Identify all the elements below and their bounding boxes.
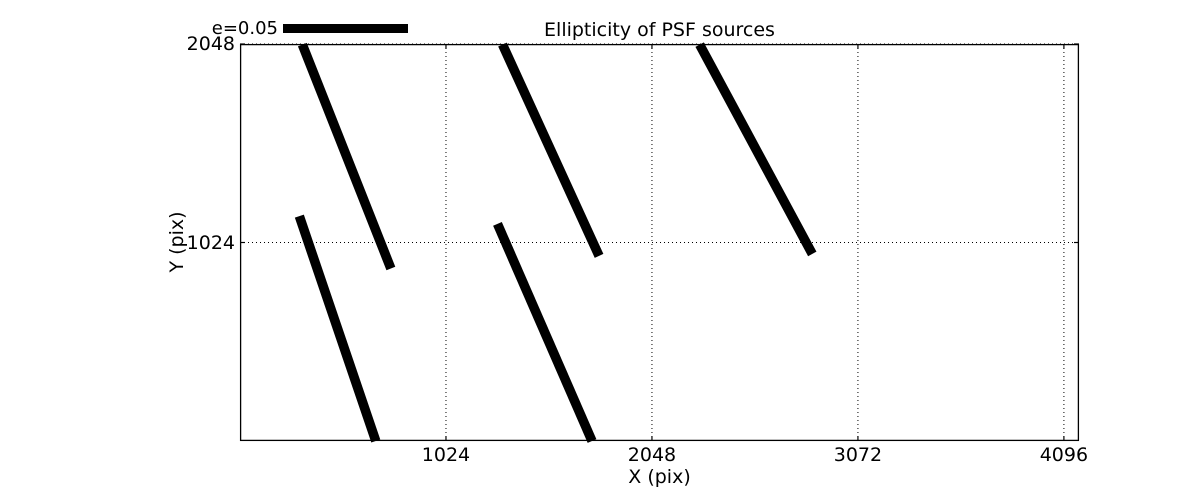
legend-label: e=0.05 — [211, 18, 278, 39]
plot-area — [239, 42, 1080, 443]
x-tick-label: 4096 — [1039, 444, 1089, 466]
x-axis-label: X (pix) — [628, 466, 691, 488]
ellipticity-whisker — [493, 221, 597, 443]
ellipticity-whisker — [498, 42, 604, 258]
y-tick-label: 2048 — [186, 33, 235, 55]
chart-title: Ellipticity of PSF sources — [544, 19, 775, 41]
plot-canvas — [239, 42, 1080, 443]
y-tick-label: 1024 — [186, 231, 235, 254]
x-tick-label: 1024 — [421, 444, 471, 466]
x-tick-label: 2048 — [627, 444, 677, 466]
ellipticity-whisker — [294, 214, 381, 443]
legend-scale-bar — [283, 24, 408, 33]
ellipticity-whisker — [695, 42, 817, 257]
ellipticity-whisker — [297, 42, 396, 271]
x-tick-label: 3072 — [833, 444, 883, 466]
